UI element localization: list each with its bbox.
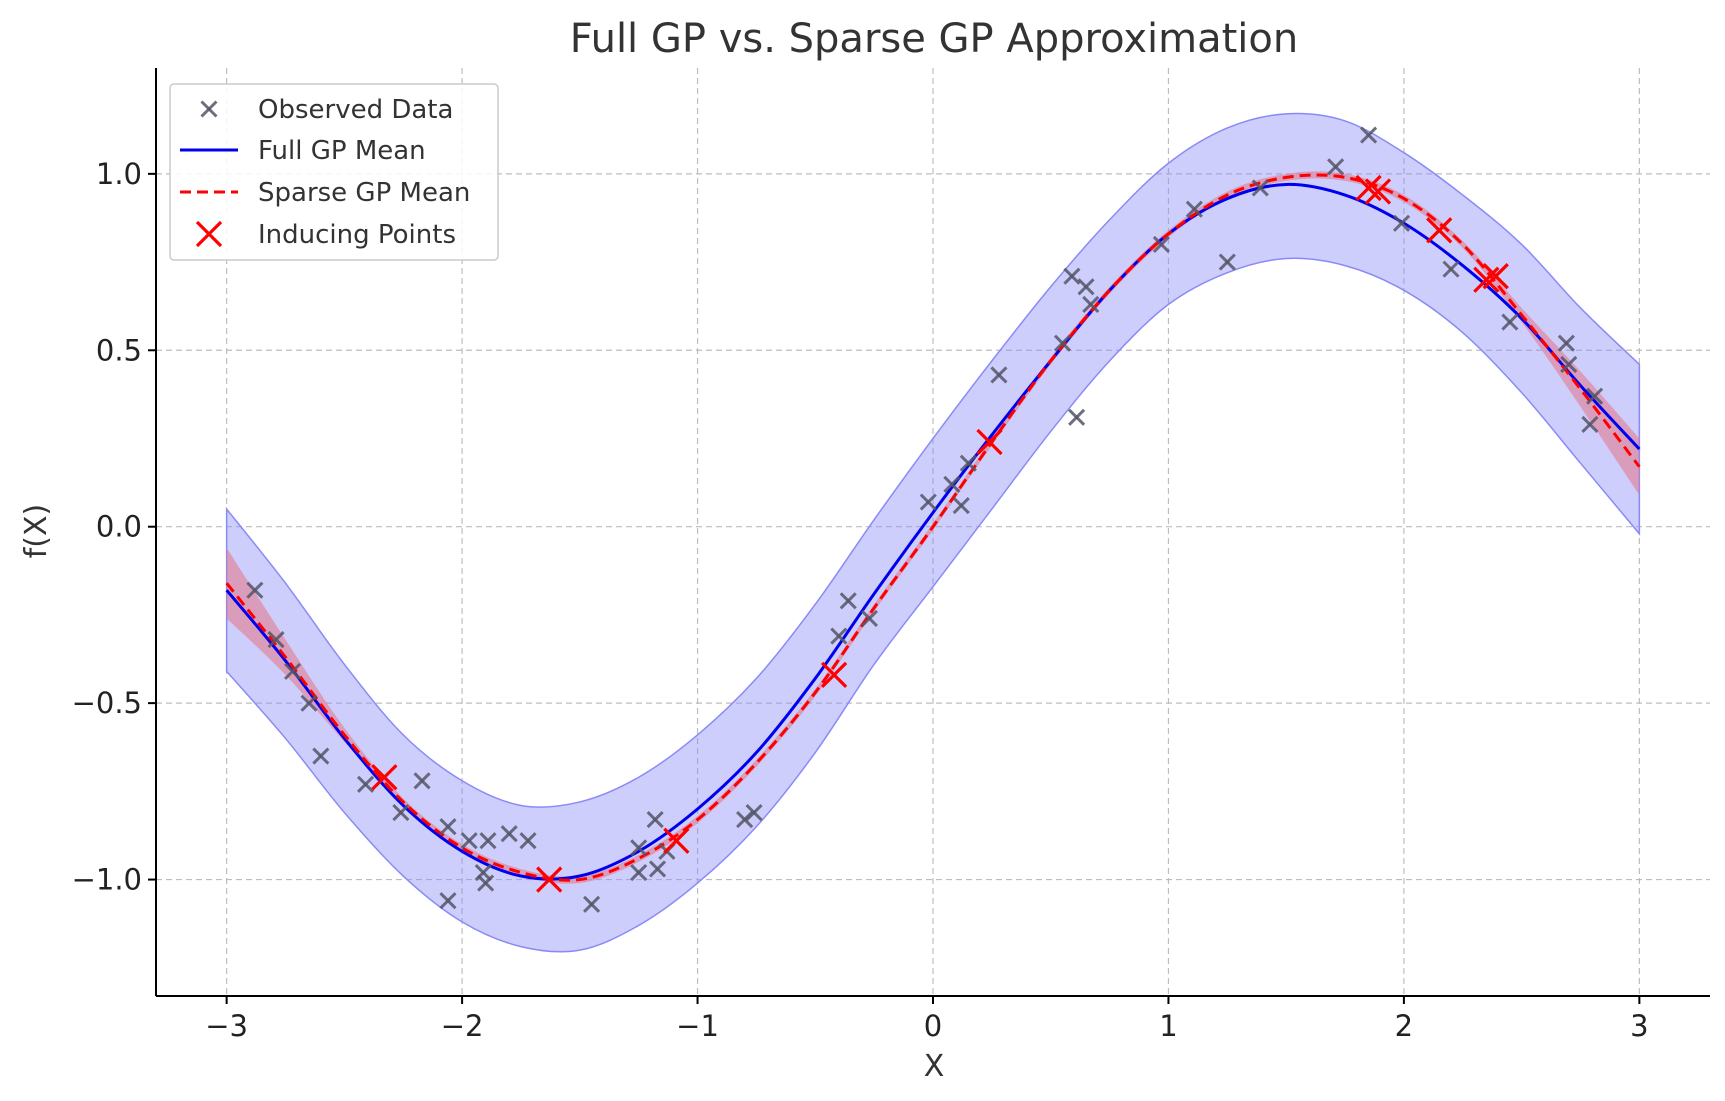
observed-data-point <box>1557 334 1575 352</box>
y-tick-label: −0.5 <box>72 686 142 720</box>
observed-data-point <box>919 493 937 511</box>
observed-data-point <box>1327 158 1345 176</box>
legend-label: Observed Data <box>258 95 453 125</box>
inducing-point <box>820 661 848 689</box>
axes: −3 −2 −1 0 1 2 3 −1.0 −0.5 0.0 0.5 1.0 <box>72 68 1710 1043</box>
y-tick-label: 1.0 <box>96 157 142 191</box>
x-axis-label: X <box>924 1049 945 1084</box>
observed-data-point <box>630 839 648 857</box>
y-axis-label: f(X) <box>19 504 54 559</box>
x-tick-label: −2 <box>441 1009 484 1043</box>
observed-data-point <box>959 454 977 472</box>
observed-data-point <box>1581 415 1599 433</box>
observed-data-point <box>267 631 285 649</box>
inducing-point <box>1355 174 1382 202</box>
observed-data-point <box>952 496 970 515</box>
observed-data-point <box>392 803 410 822</box>
observed-data-point <box>284 662 302 680</box>
observed-data-point <box>460 832 478 850</box>
observed-data-point <box>990 366 1008 384</box>
x-tick-label: −3 <box>205 1009 248 1043</box>
inducing-point <box>1364 178 1392 205</box>
observed-data-point <box>1185 200 1203 218</box>
x-tick-label: −1 <box>676 1009 719 1043</box>
inducing-point <box>371 764 398 791</box>
sparse-gp-mean-line <box>225 173 1641 882</box>
observed-data-point <box>1068 408 1086 426</box>
observed-data-point <box>1077 278 1095 296</box>
legend-label: Inducing Points <box>258 220 456 250</box>
observed-data-point <box>943 475 961 493</box>
chart-title: Full GP vs. Sparse GP Approximation <box>570 16 1298 62</box>
legend-inducing-marker <box>195 220 223 248</box>
mean-lines <box>225 173 1641 882</box>
legend: Observed Data Full GP Mean Sparse GP Mean I… <box>169 83 499 261</box>
observed-data-point <box>1063 267 1081 285</box>
full-gp-mean-line <box>225 182 1641 881</box>
inducing-point <box>1426 217 1453 244</box>
observed-data-point <box>500 825 518 843</box>
observed-data-point <box>312 747 330 765</box>
observed-data-point <box>830 627 848 645</box>
observed-data-point <box>1501 313 1519 331</box>
observed-data-point <box>439 818 457 836</box>
observed-data-point <box>246 581 264 599</box>
inducing-point <box>976 428 1003 456</box>
legend-label: Full GP Mean <box>258 136 426 166</box>
inducing-point <box>1473 266 1500 293</box>
observed-data-point <box>300 694 318 712</box>
y-tick-label: 0.5 <box>96 333 142 367</box>
inducing-point <box>663 827 690 854</box>
observed-data-point <box>439 892 457 910</box>
observed-data-point <box>1586 387 1604 405</box>
observed-data-point <box>519 832 537 850</box>
observed-data-point <box>860 609 878 628</box>
x-tick-label: 2 <box>1395 1009 1413 1043</box>
y-tick-label: −1.0 <box>72 863 142 897</box>
observed-data-point <box>477 874 495 892</box>
data-points <box>246 126 1604 913</box>
inducing-point <box>1482 263 1509 290</box>
observed-data-point <box>646 811 664 829</box>
legend-observed-marker <box>200 100 218 118</box>
observed-data-point <box>1218 253 1236 271</box>
legend-box <box>169 83 499 261</box>
observed-data-point <box>1392 214 1411 232</box>
observed-data-point <box>839 592 857 610</box>
observed-data-point <box>1152 235 1170 253</box>
y-tick-label: 0.0 <box>96 510 142 544</box>
observed-data-point <box>1251 179 1269 197</box>
observed-data-point <box>736 811 754 829</box>
inducing-point <box>536 866 563 893</box>
observed-data-point <box>413 772 431 790</box>
observed-data-point <box>1082 295 1100 313</box>
observed-data-point <box>1053 334 1072 352</box>
x-tick-label: 1 <box>1159 1009 1177 1043</box>
legend-label: Sparse GP Mean <box>258 178 470 208</box>
observed-data-point <box>648 860 667 878</box>
x-tick-label: 3 <box>1630 1009 1648 1043</box>
observed-data-point <box>479 832 497 850</box>
observed-data-point <box>630 863 648 882</box>
observed-data-point <box>356 775 375 793</box>
observed-data-point <box>583 895 601 913</box>
observed-data-point <box>1360 126 1378 144</box>
observed-data-point <box>1560 355 1578 373</box>
observed-data-point <box>1442 260 1460 278</box>
observed-data-point <box>745 803 763 822</box>
x-tick-label: 0 <box>924 1009 942 1043</box>
